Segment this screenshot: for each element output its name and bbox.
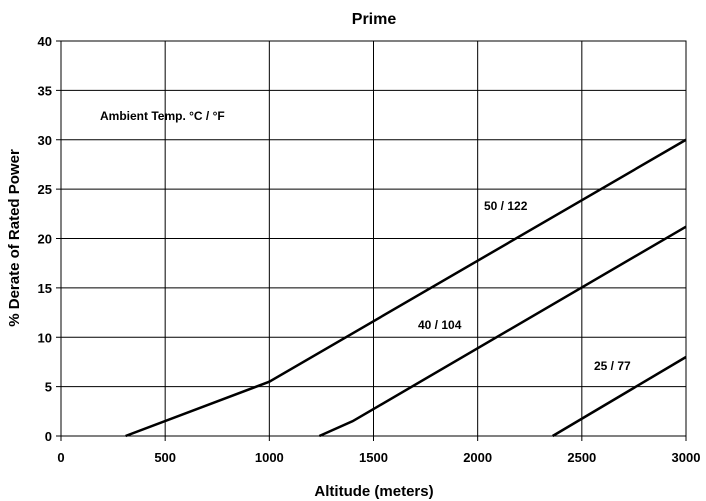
series-lines — [125, 138, 687, 438]
y-tick-label: 40 — [38, 34, 52, 49]
y-axis-label: % Derate of Rated Power — [6, 149, 23, 327]
x-tick-label: 2000 — [463, 450, 492, 465]
x-tick-label: 0 — [57, 450, 64, 465]
series-label-3: 25 / 77 — [594, 359, 631, 373]
y-tick-label: 25 — [38, 182, 52, 197]
series-label-2: 40 / 104 — [418, 318, 462, 332]
grid — [56, 40, 687, 441]
y-tick-label: 0 — [45, 429, 52, 444]
x-tick-label: 3000 — [672, 450, 701, 465]
y-tick-label: 15 — [38, 281, 52, 296]
x-tick-label: 1500 — [359, 450, 388, 465]
x-tick-label: 2500 — [567, 450, 596, 465]
tick-labels: 0 5 10 15 20 25 30 35 40 0 500 1000 1500 2000 2500 3000 — [38, 34, 701, 465]
series-line-1 — [125, 138, 687, 438]
series-label-1: 50 / 122 — [484, 199, 528, 213]
series-line-3 — [552, 355, 687, 438]
y-tick-label: 35 — [38, 83, 52, 98]
y-tick-label: 30 — [38, 133, 52, 148]
series-labels: 50 / 122 40 / 104 25 / 77 — [418, 199, 631, 373]
y-tick-label: 10 — [38, 330, 52, 345]
y-tick-label: 20 — [38, 232, 52, 247]
chart-title: Prime — [352, 11, 397, 28]
plot-frame — [60, 40, 687, 437]
x-tick-label: 1000 — [255, 450, 284, 465]
y-tick-label: 5 — [45, 380, 52, 395]
series-line-2 — [318, 225, 687, 438]
x-axis-label: Altitude (meters) — [314, 483, 433, 500]
x-tick-label: 500 — [154, 450, 176, 465]
legend-title: Ambient Temp. °C / °F — [100, 109, 225, 123]
